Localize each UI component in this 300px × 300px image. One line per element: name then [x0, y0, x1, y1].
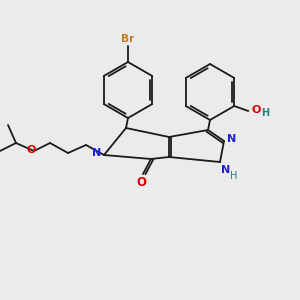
Text: H: H — [261, 108, 269, 118]
Text: Br: Br — [122, 34, 135, 44]
Text: N: N — [92, 148, 102, 158]
Text: O: O — [26, 145, 36, 155]
Text: N: N — [221, 165, 231, 175]
Text: O: O — [136, 176, 146, 188]
Text: O: O — [252, 105, 261, 115]
Text: H: H — [230, 171, 238, 181]
Text: N: N — [227, 134, 237, 144]
